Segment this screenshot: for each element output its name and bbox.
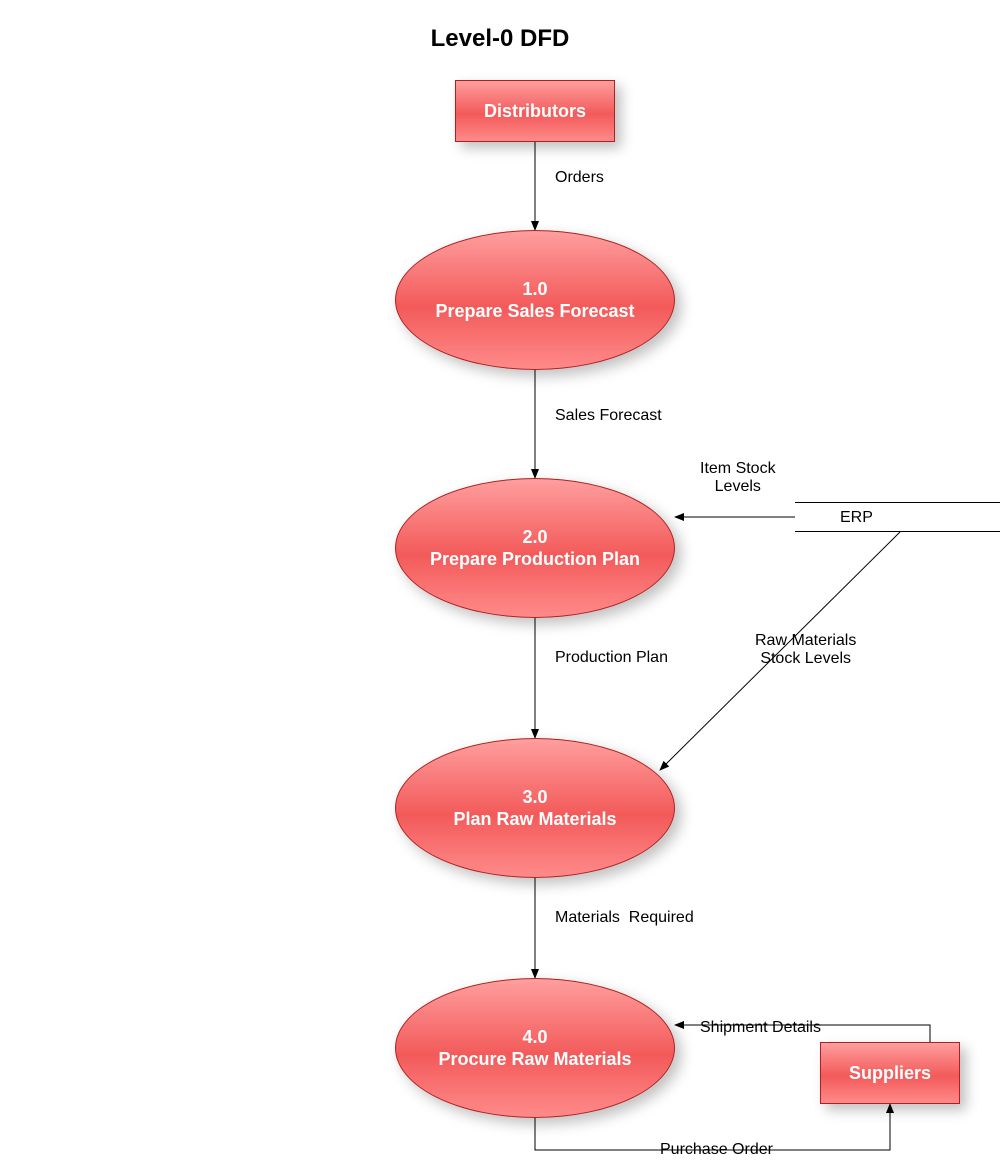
node-p3: 3.0 Plan Raw Materials bbox=[395, 738, 675, 878]
diagram-title: Level-0 DFD bbox=[0, 25, 1000, 53]
edge-label-p1-p2: Sales Forecast bbox=[555, 407, 662, 425]
node-label: Suppliers bbox=[849, 1062, 931, 1085]
edge-label-erp-p2: Item Stock Levels bbox=[700, 460, 776, 496]
node-p4: 4.0 Procure Raw Materials bbox=[395, 978, 675, 1118]
node-p2: 2.0 Prepare Production Plan bbox=[395, 478, 675, 618]
edge-label-suppliers-p4: Shipment Details bbox=[700, 1019, 821, 1037]
edge-label-p4-suppliers: Purchase Order bbox=[660, 1141, 773, 1159]
node-label: 4.0 Procure Raw Materials bbox=[438, 1026, 631, 1071]
node-p1: 1.0 Prepare Sales Forecast bbox=[395, 230, 675, 370]
edge-label-p3-p4: Materials Required bbox=[555, 909, 694, 927]
edge-label-distributors-p1: Orders bbox=[555, 169, 604, 187]
edge-label-erp-p3: Raw Materials Stock Levels bbox=[755, 632, 856, 668]
datastore-erp: ERP bbox=[795, 502, 1000, 532]
node-label: Distributors bbox=[484, 100, 586, 123]
node-suppliers: Suppliers bbox=[820, 1042, 960, 1104]
node-label: 1.0 Prepare Sales Forecast bbox=[435, 278, 634, 323]
node-distributors: Distributors bbox=[455, 80, 615, 142]
node-label: 3.0 Plan Raw Materials bbox=[453, 786, 616, 831]
node-label: 2.0 Prepare Production Plan bbox=[430, 526, 640, 571]
edge-label-p2-p3: Production Plan bbox=[555, 649, 668, 667]
